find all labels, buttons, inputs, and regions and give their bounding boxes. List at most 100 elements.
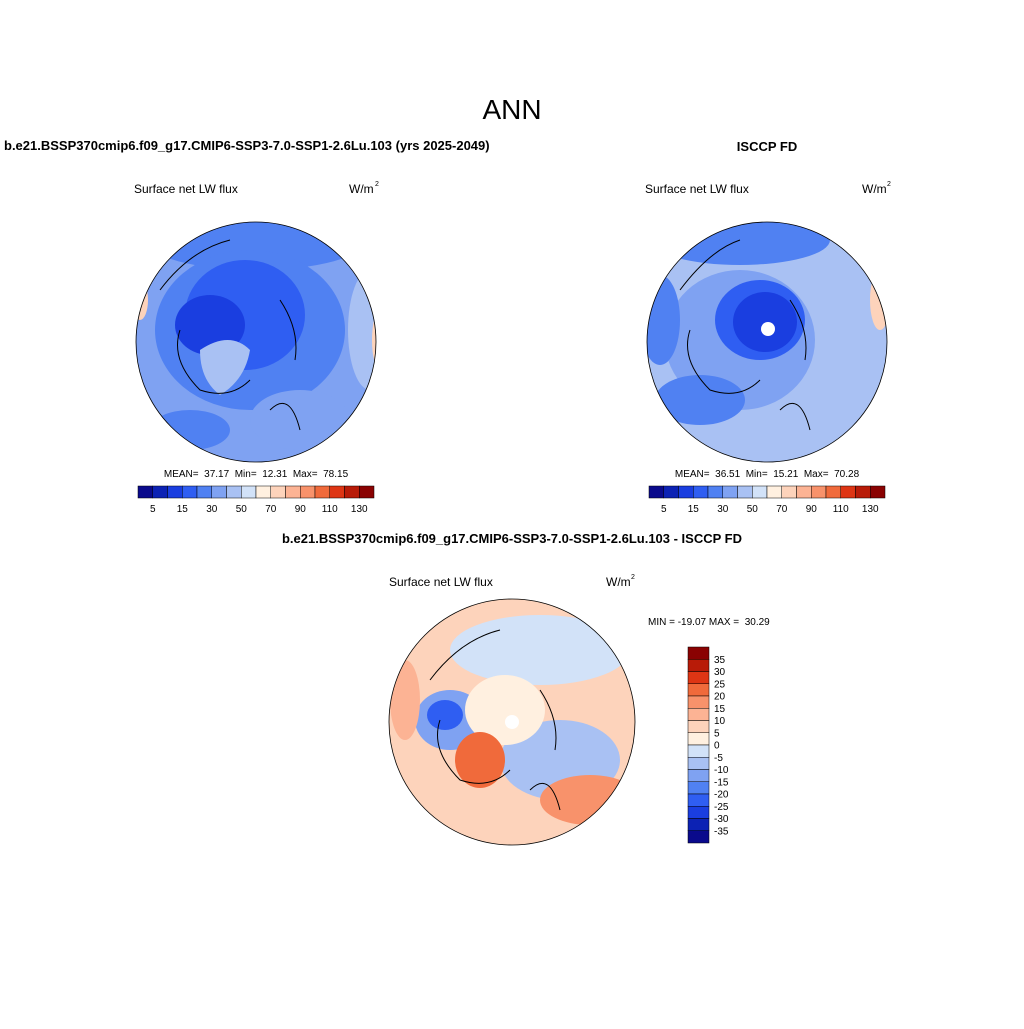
colorbar-box [270, 485, 286, 499]
units-exponent: 2 [375, 181, 379, 188]
colorbar-box [226, 485, 242, 499]
colorbar-box [687, 659, 710, 672]
colorbar-box [167, 485, 183, 499]
colorbar-box [722, 485, 738, 499]
colorbar-label: -10 [714, 765, 729, 776]
colorbar-box [687, 818, 710, 831]
colorbar-box [687, 695, 710, 709]
colorbar-box [687, 671, 710, 684]
colorbar-label: 0 [714, 741, 720, 752]
colorbar-label: -15 [714, 777, 729, 788]
colorbar-box [137, 485, 153, 499]
colorbar-box [840, 485, 856, 499]
units-exponent: 2 [887, 181, 891, 188]
colorbar-box [687, 757, 710, 770]
variable-label: Surface net LW flux [389, 575, 493, 589]
colorbars: 5 15 30 50 70 90 110 130 5 15 30 50 70 90 110 130353025… [137, 485, 886, 844]
colorbar-box [796, 485, 812, 499]
colorbar-box [687, 646, 710, 660]
colorbar-label: -25 [714, 802, 729, 813]
colorbar-box [241, 485, 257, 499]
colorbar-box [693, 485, 709, 499]
colorbar-box [687, 781, 710, 795]
colorbar-box [687, 708, 710, 721]
colorbar-label: 50 [747, 504, 759, 515]
colorbar-box [687, 744, 710, 758]
colorbar-label: -35 [714, 826, 729, 837]
colorbar-box [870, 485, 886, 499]
colorbar-box [359, 485, 375, 499]
variable-label: Surface net LW flux [134, 182, 238, 196]
map-border [646, 221, 888, 463]
colorbar-box [687, 769, 710, 782]
colorbar-label: 30 [206, 504, 218, 515]
colorbar-box [687, 732, 710, 746]
colorbar-label: 110 [322, 504, 338, 515]
colorbar-box [707, 485, 723, 499]
panel-title: ISCCP FD [737, 139, 797, 154]
colorbar-box [687, 720, 710, 733]
colorbar-box [678, 485, 694, 499]
colorbar-box [211, 485, 227, 499]
units-label: W/m [862, 182, 887, 196]
colorbar-label: 10 [714, 716, 726, 727]
colorbar-label: 90 [295, 504, 307, 515]
map-border [135, 221, 377, 463]
colorbar-label: -20 [714, 790, 729, 801]
figure-title: ANN [482, 94, 541, 125]
colorbar-box [152, 485, 168, 499]
colorbar-label: 90 [806, 504, 818, 515]
colorbar-box [781, 485, 797, 499]
stats: MIN = -19.07 MAX = 30.29 [648, 617, 770, 628]
units-exponent: 2 [631, 574, 635, 581]
units-label: W/m [606, 575, 631, 589]
map [389, 599, 635, 845]
colorbar-label: 5 [661, 504, 667, 515]
colorbar-label: 30 [717, 504, 729, 515]
colorbar-box [687, 806, 710, 819]
colorbar-label: 5 [150, 504, 156, 515]
panel-title: b.e21.BSSP370cmip6.f09_g17.CMIP6-SSP3-7.… [282, 531, 742, 546]
map-border [388, 598, 636, 846]
colorbar-box [737, 485, 753, 499]
colorbar-box [300, 485, 316, 499]
colorbar-box [766, 485, 782, 499]
map [136, 222, 376, 462]
colorbar-box [648, 485, 664, 499]
colorbar-label: 130 [351, 504, 368, 515]
units-label: W/m [349, 182, 374, 196]
stats: MEAN= 37.17 Min= 12.31 Max= 78.15 [164, 469, 349, 480]
colorbar-box [825, 485, 841, 499]
colorbar-box [196, 485, 212, 499]
colorbar-box [663, 485, 679, 499]
colorbar-label: 15 [177, 504, 189, 515]
colorbar-box [314, 485, 330, 499]
colorbar-label: 15 [714, 704, 726, 715]
colorbar-label: 50 [236, 504, 248, 515]
colorbar-label: 70 [265, 504, 277, 515]
variable-label: Surface net LW flux [645, 182, 749, 196]
colorbar-label: 25 [714, 679, 726, 690]
colorbar-label: 35 [714, 655, 726, 666]
colorbar-box [687, 830, 710, 844]
colorbar-label: -30 [714, 814, 729, 825]
colorbar-label: 110 [833, 504, 849, 515]
colorbar-label: 30 [714, 667, 726, 678]
colorbar-label: 130 [862, 504, 879, 515]
panel-title: b.e21.BSSP370cmip6.f09_g17.CMIP6-SSP3-7.… [4, 138, 490, 153]
map [647, 222, 887, 462]
colorbar-box [255, 485, 271, 499]
colorbar-box [182, 485, 198, 499]
stats: MEAN= 36.51 Min= 15.21 Max= 70.28 [675, 469, 860, 480]
colorbar-box [855, 485, 871, 499]
colorbar-box [687, 683, 710, 697]
colorbar-label: 15 [688, 504, 700, 515]
colorbar-label: 5 [714, 728, 720, 739]
colorbar-label: 70 [776, 504, 788, 515]
colorbar-box [285, 485, 301, 499]
colorbar-box [344, 485, 360, 499]
colorbar-box [752, 485, 768, 499]
colorbar-label: 20 [714, 692, 726, 703]
colorbar-label: -5 [714, 753, 723, 764]
